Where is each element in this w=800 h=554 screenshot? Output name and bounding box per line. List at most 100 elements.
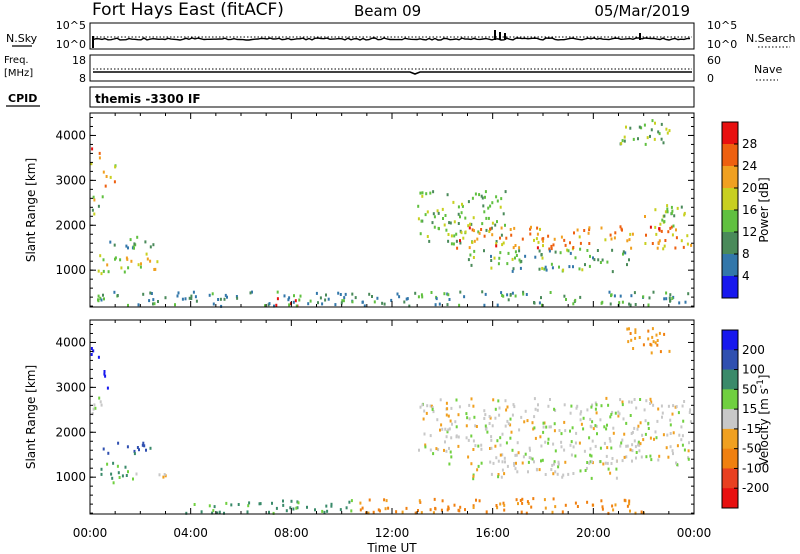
power-cell	[648, 296, 651, 300]
velocity-cell	[458, 405, 461, 409]
velocity-cell	[499, 502, 502, 506]
power-cell	[628, 238, 631, 242]
velocity-cell	[213, 505, 216, 509]
freq-label-1: Freq.	[4, 55, 29, 66]
power-cell	[299, 294, 302, 298]
power-cell	[563, 294, 566, 298]
velocity-cell	[615, 467, 618, 471]
velocity-cell	[268, 510, 270, 514]
power-cell	[512, 267, 515, 271]
velocity-cell	[680, 438, 683, 442]
power-cell	[522, 290, 525, 294]
velocity-cell	[564, 503, 567, 507]
velocity-cell	[656, 419, 659, 423]
velocity-cell	[538, 468, 541, 472]
power-cell	[647, 303, 650, 307]
power-cell	[588, 242, 591, 245]
power-cell	[548, 249, 551, 253]
power-cell	[441, 207, 444, 211]
freq-right-tick-top: 60	[707, 54, 721, 67]
velocity-cell	[560, 445, 563, 449]
velocity-cell	[622, 417, 625, 421]
velocity-cell	[627, 340, 630, 344]
power-cell	[102, 258, 105, 262]
velocity-cell	[617, 410, 620, 414]
power-cell	[666, 204, 669, 208]
velocity-cell	[667, 455, 670, 459]
power-cell	[223, 297, 226, 301]
velocity-cell	[633, 426, 636, 430]
velocity-cell	[553, 460, 556, 464]
power-cell	[542, 244, 544, 248]
power-cell	[529, 227, 532, 231]
power-cell	[456, 246, 459, 250]
velocity-cell	[138, 448, 140, 452]
power-cell	[541, 266, 544, 270]
velocity-cell	[629, 414, 632, 417]
power-cell	[533, 238, 535, 242]
velocity-cell	[626, 327, 629, 331]
velocity-cell	[614, 503, 617, 507]
power-cell	[114, 257, 116, 261]
velocity-cell	[143, 444, 146, 448]
velocity-cell	[445, 449, 448, 453]
power-cell	[665, 291, 668, 295]
power-cell	[144, 240, 147, 244]
velocity-cell	[459, 505, 462, 509]
velocity-cell	[98, 396, 101, 400]
velocity-cell	[477, 444, 480, 448]
power-cell	[295, 304, 298, 308]
power-cell	[512, 246, 515, 250]
velocity-cell	[554, 505, 557, 509]
power-cell	[288, 296, 291, 300]
velocity-cell	[117, 441, 120, 445]
velocity-cell	[453, 503, 456, 507]
velocity-cell	[609, 439, 612, 443]
velocity-cell	[429, 448, 432, 452]
velocity-cell	[591, 420, 594, 424]
velocity-cell	[510, 430, 513, 434]
power-cell	[462, 236, 465, 240]
power-cell	[467, 224, 470, 228]
power-cell	[520, 259, 523, 263]
velocity-cell	[124, 465, 127, 469]
velocity-cell	[649, 397, 652, 401]
velocity-cell	[676, 463, 679, 467]
power-cell	[619, 294, 622, 298]
power-cell	[658, 132, 661, 136]
velocity-cell	[611, 457, 614, 460]
power-colorbar-tick: 20	[742, 181, 757, 195]
power-cell	[480, 194, 483, 198]
power-cell	[341, 299, 344, 303]
velocity-cell	[642, 438, 645, 442]
power-cell	[659, 222, 662, 226]
velocity-cell	[445, 435, 448, 439]
power-cell	[686, 242, 689, 246]
velocity-cell	[445, 413, 448, 417]
velocity-cell	[526, 500, 529, 504]
velocity-cell	[509, 423, 512, 427]
power-cell	[514, 250, 517, 254]
power-cell	[514, 244, 517, 247]
velocity-cell	[432, 410, 435, 414]
velocity-cell	[623, 455, 626, 459]
power-cell	[337, 291, 340, 295]
velocity-cell	[557, 460, 560, 464]
power-cell	[613, 236, 616, 240]
power-cell	[425, 192, 428, 196]
velocity-cell	[521, 461, 524, 465]
power-cell	[419, 191, 422, 195]
velocity-cell	[470, 434, 473, 438]
power-cell	[351, 292, 354, 296]
power-cell	[100, 298, 103, 302]
power-cell	[339, 293, 342, 296]
velocity-cell	[125, 474, 128, 477]
velocity-cell	[488, 415, 491, 418]
power-cell	[502, 241, 505, 245]
velocity-cell	[575, 406, 578, 410]
velocity-cell	[290, 499, 293, 503]
velocity-cell	[480, 443, 483, 447]
power-cell	[447, 293, 450, 297]
power-cell	[629, 232, 632, 236]
velocity-panel: 1000 2000 3000 4000 Slant Range [km]	[24, 319, 695, 515]
